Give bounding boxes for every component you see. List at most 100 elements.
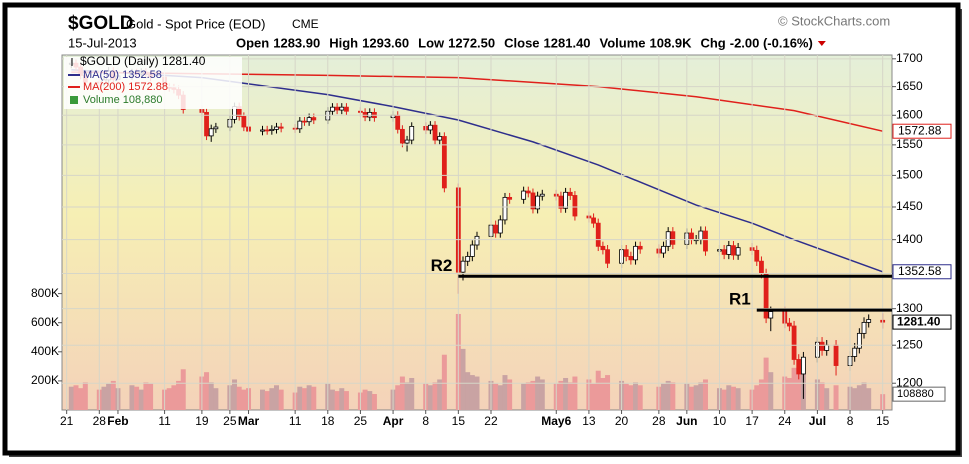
volume-bar: [591, 383, 597, 410]
volume-bar: [595, 370, 601, 410]
volume-bar: [208, 382, 214, 410]
stat-label: Close: [504, 35, 539, 50]
candle-body: [204, 111, 209, 137]
volume-bar: [521, 383, 527, 410]
volume-bar: [856, 385, 862, 410]
volume-bar: [730, 386, 736, 410]
volume-bar: [698, 382, 704, 410]
instrument-name: Gold - Spot Price (EOD): [126, 16, 265, 31]
legend-label: Volume 108,880: [83, 94, 163, 106]
candle-body: [395, 114, 401, 130]
candle-body: [493, 224, 499, 234]
x-tick-label: May6: [541, 414, 571, 428]
volume-bar: [311, 386, 317, 410]
volume-bar: [399, 376, 405, 410]
candle-body: [791, 325, 797, 360]
value-label: 1352.58: [898, 264, 942, 278]
candle-body: [623, 249, 629, 257]
volume-bar: [278, 389, 284, 410]
annotation: R1: [729, 290, 751, 309]
volume-bar: [758, 379, 764, 410]
volume-bar: [819, 382, 825, 410]
candle-body: [595, 222, 601, 247]
volume-bar: [180, 369, 186, 410]
stat-label: Volume: [600, 35, 646, 50]
volume-bar: [735, 388, 741, 410]
legend-box: [64, 57, 242, 109]
volume-bar: [297, 386, 303, 410]
candle-body: [567, 191, 573, 196]
volume-bar: [441, 354, 447, 410]
chg-arrow: [817, 41, 826, 46]
candle-body: [441, 136, 447, 189]
volume-bar: [68, 386, 74, 410]
volume-bar: [82, 382, 88, 410]
volume-bar: [110, 380, 116, 410]
volume-bar: [404, 382, 410, 410]
candle-body: [339, 106, 345, 111]
stat-label: Chg: [700, 35, 725, 50]
volume-bar: [73, 385, 79, 410]
candle-body: [502, 196, 508, 221]
volume-bar: [106, 383, 112, 410]
volume-bar: [688, 386, 694, 410]
volume-bar: [241, 389, 247, 410]
y-tick-label: 1450: [896, 199, 923, 213]
candle-body: [768, 311, 774, 319]
value-box: [892, 386, 946, 402]
candle-body: [824, 344, 830, 351]
stat-value: 1293.60: [362, 35, 409, 50]
exchange: CME: [292, 17, 319, 31]
credit: © StockCharts.com: [778, 13, 890, 28]
volume-bar: [507, 379, 513, 410]
candle-body: [404, 139, 410, 144]
candle-body: [563, 191, 568, 209]
volume-bar: [605, 375, 611, 410]
candle-body: [600, 245, 606, 251]
volume-bar: [721, 389, 727, 410]
candle-body: [637, 245, 643, 250]
candle-body: [856, 332, 862, 349]
candle-body: [302, 120, 307, 123]
volume-bar: [866, 388, 872, 410]
candle-body: [661, 245, 666, 254]
ma-line: [71, 69, 883, 273]
candle-body: [703, 230, 708, 252]
annotation: R2: [431, 256, 453, 275]
candle-body: [861, 321, 867, 334]
candle-body: [241, 116, 247, 128]
stat-label: Open: [236, 35, 269, 50]
y-tick-label: 1700: [896, 51, 923, 65]
candle-body: [539, 193, 545, 197]
x-tick-label: 20: [615, 414, 629, 428]
volume-bar: [702, 379, 708, 410]
volume-bar: [143, 382, 149, 410]
volume-bar: [269, 388, 275, 410]
candle-body: [334, 106, 340, 111]
candle-body: [432, 124, 438, 141]
candle-body: [633, 245, 638, 261]
candle-body: [689, 232, 694, 241]
volume-bar: [204, 372, 210, 410]
volume-bar: [264, 391, 270, 410]
candle-body: [605, 249, 610, 264]
candle-body: [427, 124, 433, 131]
candle-body: [409, 126, 415, 141]
candle-body: [759, 260, 764, 274]
value-label: 1572.88: [898, 123, 942, 137]
candle-body: [311, 117, 317, 121]
candle-body: [866, 319, 872, 323]
y-tick-label: 1650: [896, 79, 923, 93]
volume-bar: [833, 385, 839, 410]
value-box: [892, 264, 952, 280]
volume-bar: [427, 385, 433, 410]
volume-bar: [525, 382, 531, 410]
symbol: $GOLD: [68, 13, 133, 34]
volume-bar: [497, 385, 503, 410]
candle-body: [208, 128, 214, 137]
candle-body: [852, 347, 858, 357]
volume-bar: [362, 389, 368, 410]
y-tick-label: 1250: [896, 337, 923, 351]
stat-value: 1272.50: [448, 35, 495, 50]
volume-bar: [432, 382, 438, 410]
